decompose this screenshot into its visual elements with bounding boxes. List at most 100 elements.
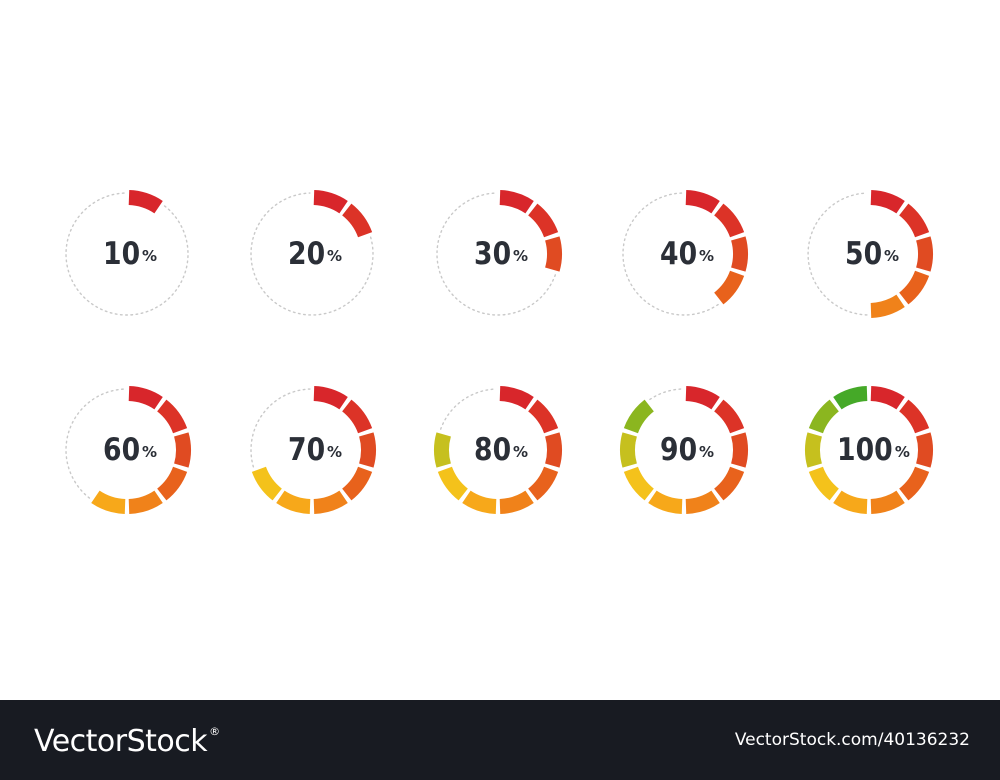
gauge-value: 20 [287,235,326,272]
gauge-segment [157,399,188,434]
gauge-segment [916,432,933,468]
gauge-segment [313,386,348,410]
gauge-segment [276,490,311,514]
gauge-ring [65,190,189,316]
gauge-ring [250,386,376,514]
gauge-segment [833,490,868,514]
gauge-segment [174,432,191,468]
gauge-label: 60% [57,380,197,520]
gauge-ring [620,386,748,514]
gauge-segment [685,490,720,514]
gauge-segment [648,490,683,514]
gauge-segment [128,490,163,514]
gauge-track [439,388,497,430]
gauge-segment [870,386,905,410]
gauge-segment [313,490,348,514]
progress-gauge-100: 100% [799,380,939,520]
gauge-label: 50% [799,184,939,324]
gauge-unit: % [884,246,900,265]
gauge-unit: % [894,442,910,461]
progress-gauge-30: 30% [428,184,568,324]
gauge-ring [622,190,748,316]
gauge-segment [731,432,748,468]
gauge-segment [870,294,905,318]
gauge-ring [250,190,374,316]
progress-gauge-70: 70% [242,380,382,520]
gauge-segment [128,190,163,214]
gauge-segment [899,399,930,434]
gauge-segment [528,466,559,501]
gauge-label: 100% [799,380,939,520]
gauge-value: 40 [659,235,698,272]
gauge-value: 60 [102,431,141,468]
gauge-unit: % [699,246,715,265]
gauge-unit: % [699,442,715,461]
image-id-text: VectorStock.com/40136232 [734,730,970,750]
gauge-ring [65,386,191,514]
brand-name: VectorStock [34,723,208,759]
gauge-value: 70 [287,431,326,468]
gauge-value: 100 [837,431,893,468]
gauge-unit: % [513,246,529,265]
gauge-value: 80 [473,431,512,468]
gauge-ring [805,386,933,514]
gauge-track [65,388,126,499]
gauge-unit: % [142,246,158,265]
gauge-track [622,192,719,316]
gauge-segment [899,203,930,238]
gauge-track [807,192,868,316]
gauge-segment [623,466,654,501]
gauge-segment [528,203,559,238]
gauge-segment [620,432,637,468]
gauge-segment [623,399,654,434]
gauge-track [649,388,683,401]
gauge-unit: % [513,442,529,461]
gauge-segment [359,432,376,468]
gauge-label: 90% [614,380,754,520]
progress-gauge-90: 90% [614,380,754,520]
gauge-track [250,192,374,316]
gauge-segment [833,386,868,410]
gauge-segment [251,466,282,501]
gauge-segment [499,190,534,214]
gauge-segment [342,466,373,501]
gauge-segment [91,490,126,514]
gauge-segment [899,270,930,305]
gauge-segment [870,490,905,514]
gauge-segment [342,399,373,434]
gauge-segment [808,399,839,434]
progress-gauge-10: 10% [57,184,197,324]
gauge-segment [437,466,468,501]
gauge-segment [313,190,348,214]
registered-mark: ® [209,725,221,738]
progress-gauge-50: 50% [799,184,939,324]
gauge-segment [342,203,373,238]
gauge-label: 10% [57,184,197,324]
gauge-segment [805,432,822,468]
gauge-label: 80% [428,380,568,520]
gauge-segment [434,432,451,468]
progress-gauge-60: 60% [57,380,197,520]
progress-gauge-20: 20% [242,184,382,324]
gauge-segment [899,466,930,501]
gauge-unit: % [327,246,343,265]
gauge-segment [499,386,534,410]
gauge-label: 20% [242,184,382,324]
gauge-segment [714,399,745,434]
gauge-unit: % [142,442,158,461]
gauge-value: 90 [659,431,698,468]
gauge-label: 40% [614,184,754,324]
gauge-track [65,192,189,316]
gauge-track [436,192,557,316]
gauge-segment [714,270,745,305]
gauge-segment [545,432,562,468]
gauge-segment [462,490,497,514]
gauge-value: 10 [102,235,141,272]
gauge-segment [545,236,562,272]
watermark-footer: VectorStock ® VectorStock.com/40136232 [0,700,1000,780]
gauge-segment [528,399,559,434]
gauge-value: 50 [844,235,883,272]
gauge-unit: % [327,442,343,461]
gauge-segment [916,236,933,272]
gauge-canvas: 10% 20% 30% 40% 50% 60% 70% 80% 90% 100% [57,184,939,520]
